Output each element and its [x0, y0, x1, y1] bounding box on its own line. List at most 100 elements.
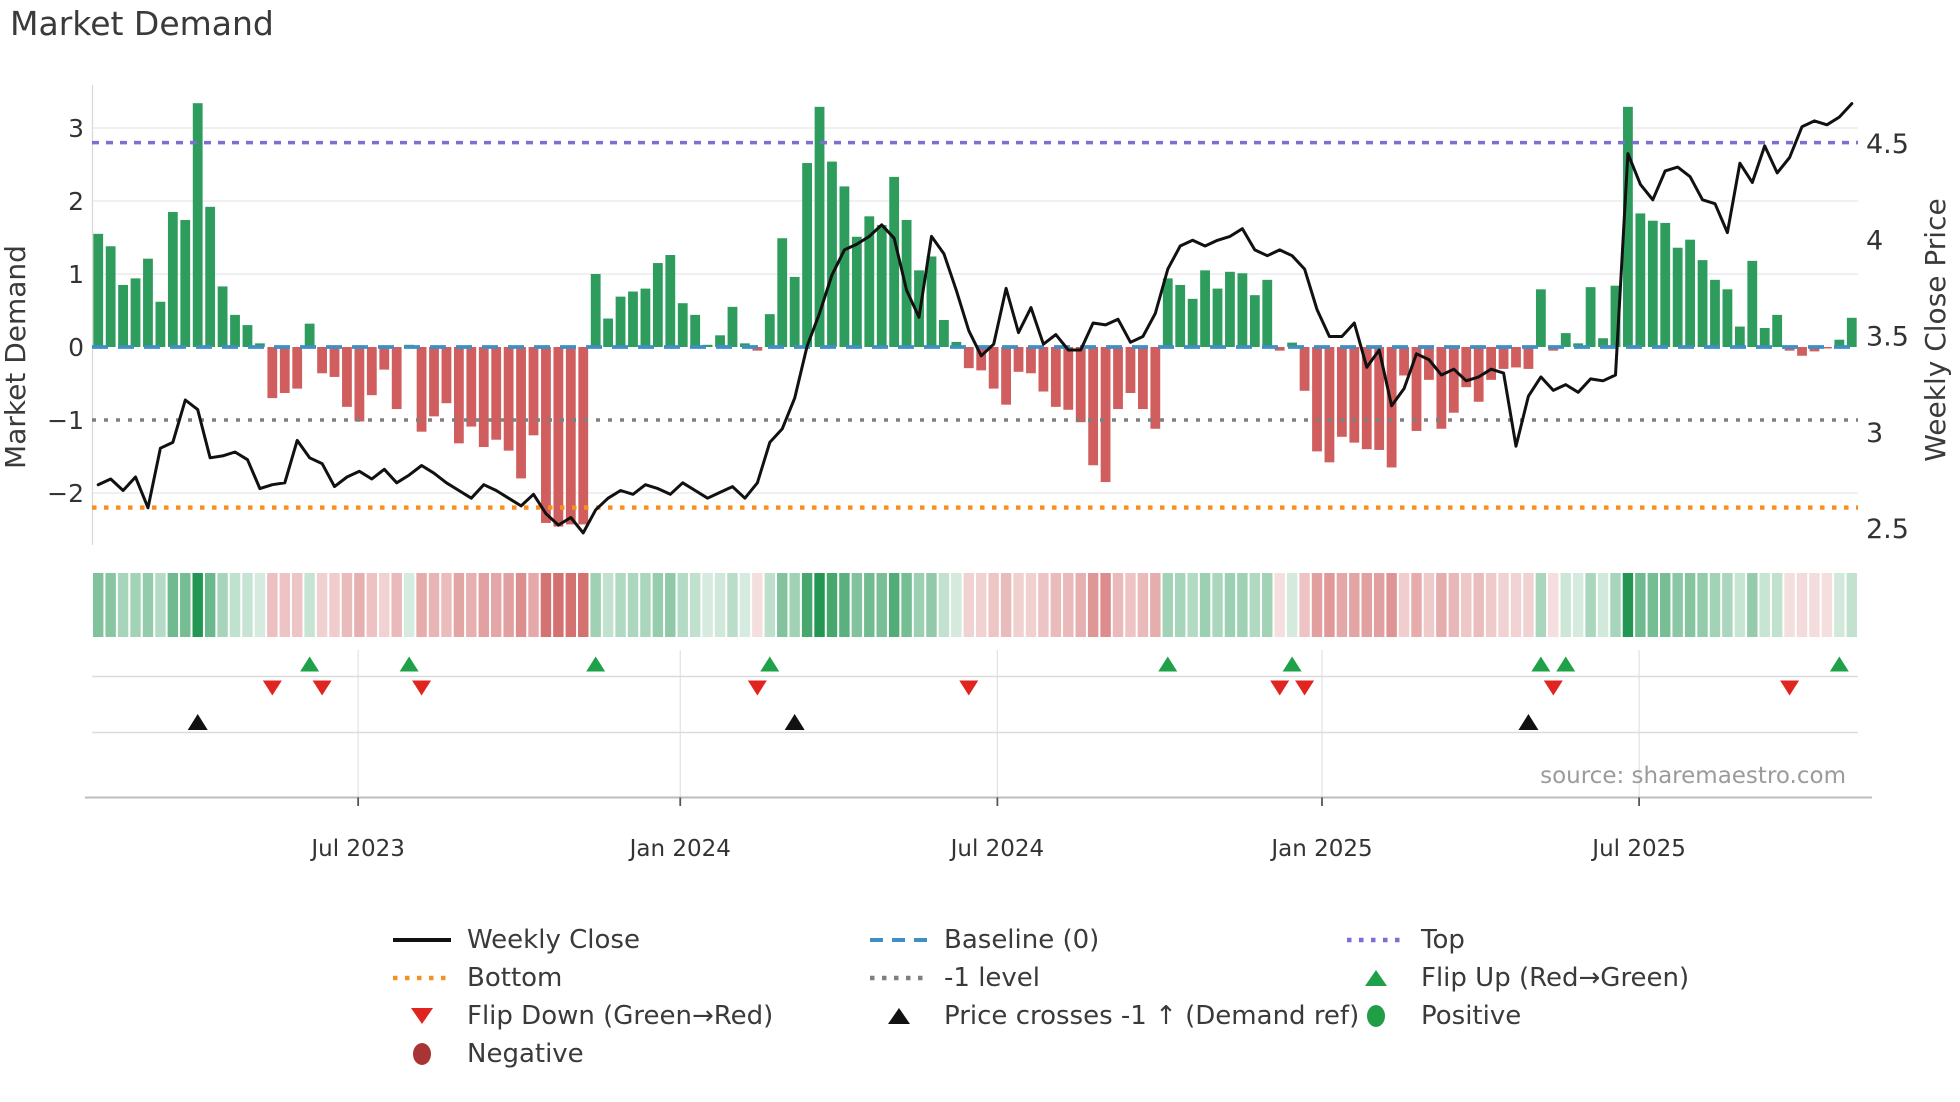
heatmap-cell [789, 573, 800, 637]
demand-bar [217, 286, 228, 347]
flip-down-marker [312, 680, 332, 696]
heatmap-cell [702, 573, 713, 637]
heatmap-cell [1075, 573, 1086, 637]
demand-bar [951, 341, 962, 347]
heatmap-cell [379, 573, 390, 637]
heatmap-cell [1100, 573, 1111, 637]
heatmap-cell [677, 573, 688, 637]
demand-bar [1448, 347, 1459, 413]
demand-bar [827, 161, 837, 347]
heatmap-cell [1224, 573, 1236, 637]
demand-bar [1697, 260, 1708, 347]
heatmap-cell [428, 573, 440, 637]
heatmap-cell [93, 573, 104, 637]
demand-bar [1647, 220, 1658, 347]
demand-bar [317, 347, 327, 374]
svg-text:−2: −2 [47, 479, 84, 508]
demand-bar [429, 347, 439, 417]
demand-bar [1249, 295, 1260, 347]
flip-down-markers [262, 680, 1800, 696]
demand-bar [578, 347, 589, 525]
heatmap-cell [565, 573, 577, 637]
heatmap-cell [1498, 573, 1509, 637]
heatmap-cell [1560, 573, 1571, 637]
demand-bar [155, 301, 166, 347]
heatmap-cell [403, 573, 415, 637]
heatmap-cell [1423, 573, 1435, 637]
demand-bar [1399, 347, 1409, 376]
demand-bar [1685, 239, 1696, 347]
heatmap-cell [1473, 573, 1484, 637]
legend-label-weekly-close: Weekly Close [467, 925, 640, 955]
demand-bar [205, 206, 216, 347]
heatmap-cell [1411, 573, 1422, 637]
demand-bar [130, 278, 141, 347]
demand-bar [1486, 347, 1497, 380]
demand-bar [1001, 347, 1011, 405]
price-cross-marker [187, 714, 208, 730]
plot-gridlines [91, 85, 1858, 545]
top-swatch-icon [1347, 937, 1405, 943]
bottom-swatch-icon [393, 975, 451, 981]
svg-text:3: 3 [1866, 418, 1883, 449]
demand-bar [180, 219, 191, 347]
heatmap-cell [279, 573, 290, 637]
heatmap-cell [1013, 573, 1024, 637]
demand-bar [541, 347, 551, 523]
demand-bar [1498, 347, 1509, 369]
demand-bar [118, 284, 128, 347]
heatmap-cell [1572, 573, 1584, 637]
demand-bar [702, 344, 713, 347]
heatmap-cell [329, 573, 340, 637]
heatmap-cell [689, 573, 701, 637]
weekly-close-swatch-icon [393, 938, 451, 942]
demand-bar [1050, 347, 1061, 407]
demand-bar [690, 314, 701, 347]
heatmap-cell [1660, 573, 1671, 637]
marker-panel [85, 650, 1872, 806]
demand-bar [1175, 284, 1186, 347]
legend-item-negative: Negative [391, 1035, 773, 1073]
demand-bar [1598, 338, 1608, 347]
flip-down-marker [412, 680, 432, 696]
heatmap-cell [1610, 573, 1621, 637]
heatmap-cell [391, 573, 402, 637]
demand-bar [1212, 288, 1223, 347]
heatmap-cell [1137, 573, 1149, 637]
price-cross-marker [1518, 714, 1539, 730]
svg-text:Jul 2024: Jul 2024 [949, 836, 1045, 862]
demand-bar [1299, 347, 1310, 391]
heatmap-cell [938, 573, 950, 637]
demand-bar [1535, 289, 1546, 347]
price-cross-swatch-icon [888, 1008, 910, 1024]
legend-column-2: Baseline (0) -1 level Price crosses -1 ↑ (… [868, 921, 1359, 1035]
demand-bar [802, 163, 813, 347]
heatmap-cell [764, 573, 776, 637]
heatmap-cell [1747, 573, 1758, 637]
heatmap-cell [1038, 573, 1049, 637]
svg-text:4.5: 4.5 [1866, 129, 1909, 160]
demand-bar [1324, 347, 1335, 463]
demand-bar [1523, 347, 1534, 369]
heatmap-cell [553, 573, 564, 637]
demand-bar [329, 347, 340, 377]
demand-bar [93, 233, 104, 347]
demand-bar [1038, 347, 1049, 392]
flip-down-swatch-icon [411, 1008, 433, 1024]
heatmap-cell [1461, 573, 1472, 637]
heatmap-cell [1398, 573, 1410, 637]
demand-bar [1374, 347, 1385, 450]
demand-bar [1822, 347, 1832, 349]
heatmap-cell [1299, 573, 1310, 637]
demand-bar [851, 236, 862, 347]
demand-bar [1349, 347, 1360, 443]
demand-bar [1262, 279, 1273, 347]
heatmap-cell [354, 573, 365, 637]
heatmap-cell [1734, 573, 1746, 637]
demand-bar [1237, 273, 1248, 347]
flip-up-marker [399, 656, 419, 672]
left-axis-ticks: 3 2 1 0 −1 −2 [47, 114, 84, 508]
demand-bar [640, 288, 651, 347]
heatmap-cell [801, 573, 813, 637]
flip-down-marker [747, 680, 767, 696]
